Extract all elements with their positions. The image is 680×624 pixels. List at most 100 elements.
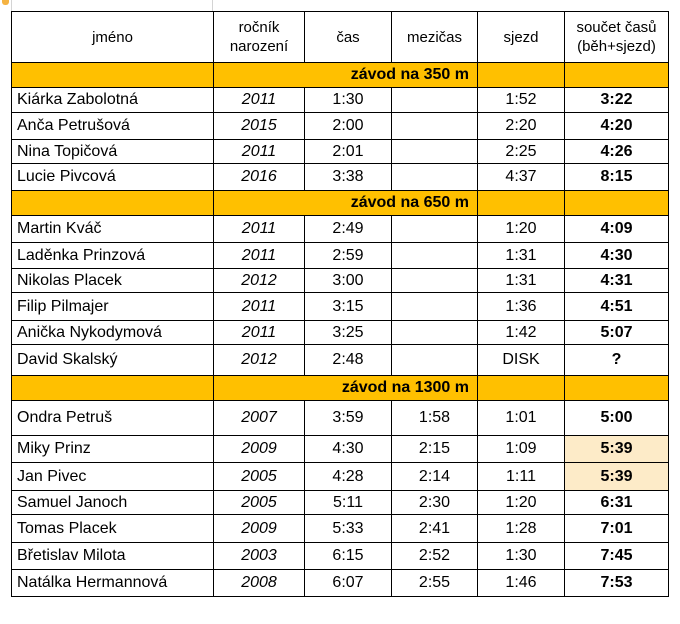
split-time[interactable] xyxy=(391,112,478,140)
descent-time[interactable]: 2:25 xyxy=(477,139,565,164)
descent-time[interactable]: 1:01 xyxy=(477,400,565,436)
racer-name[interactable]: Natálka Hermannová xyxy=(11,569,214,597)
descent-time[interactable]: 1:46 xyxy=(477,569,565,597)
run-time[interactable]: 3:59 xyxy=(304,400,392,436)
descent-time[interactable]: 1:28 xyxy=(477,514,565,543)
racer-name[interactable]: Tomas Placek xyxy=(11,514,214,543)
header-birth-year[interactable]: ročník narození xyxy=(213,11,305,63)
run-time[interactable]: 3:15 xyxy=(304,292,392,321)
descent-time[interactable]: 1:31 xyxy=(477,268,565,293)
descent-time[interactable]: 4:37 xyxy=(477,163,565,191)
section-blank-cell[interactable] xyxy=(564,375,669,401)
run-time[interactable]: 6:07 xyxy=(304,569,392,597)
run-time[interactable]: 3:25 xyxy=(304,320,392,345)
section-title[interactable]: závod na 650 m xyxy=(213,190,478,216)
run-time[interactable]: 1:30 xyxy=(304,87,392,113)
header-descent[interactable]: sjezd xyxy=(477,11,565,63)
total-time[interactable]: 7:45 xyxy=(564,542,669,570)
total-time[interactable]: 5:39 xyxy=(564,435,669,463)
section-blank-cell[interactable] xyxy=(564,62,669,88)
split-time[interactable]: 2:41 xyxy=(391,514,478,543)
racer-name[interactable]: Kiárka Zabolotná xyxy=(11,87,214,113)
split-time[interactable] xyxy=(391,344,478,376)
section-blank-cell[interactable] xyxy=(11,62,214,88)
racer-name[interactable]: Filip Pilmajer xyxy=(11,292,214,321)
split-time[interactable]: 2:52 xyxy=(391,542,478,570)
run-time[interactable]: 3:00 xyxy=(304,268,392,293)
total-time[interactable]: 5:00 xyxy=(564,400,669,436)
section-title[interactable]: závod na 1300 m xyxy=(213,375,478,401)
total-time[interactable]: 4:31 xyxy=(564,268,669,293)
split-time[interactable] xyxy=(391,268,478,293)
total-time[interactable]: 5:07 xyxy=(564,320,669,345)
birth-year[interactable]: 2011 xyxy=(213,242,305,269)
section-blank-cell[interactable] xyxy=(564,190,669,216)
racer-name[interactable]: Martin Kváč xyxy=(11,215,214,243)
descent-time[interactable]: 1:36 xyxy=(477,292,565,321)
birth-year[interactable]: 2011 xyxy=(213,292,305,321)
run-time[interactable]: 5:33 xyxy=(304,514,392,543)
descent-time[interactable]: 1:31 xyxy=(477,242,565,269)
run-time[interactable]: 3:38 xyxy=(304,163,392,191)
descent-time[interactable]: 1:42 xyxy=(477,320,565,345)
run-time[interactable]: 2:01 xyxy=(304,139,392,164)
racer-name[interactable]: Laděnka Prinzová xyxy=(11,242,214,269)
birth-year[interactable]: 2015 xyxy=(213,112,305,140)
birth-year[interactable]: 2011 xyxy=(213,320,305,345)
total-time[interactable]: 4:26 xyxy=(564,139,669,164)
descent-time[interactable]: 1:11 xyxy=(477,462,565,491)
split-time[interactable]: 2:30 xyxy=(391,490,478,515)
run-time[interactable]: 2:48 xyxy=(304,344,392,376)
section-blank-cell[interactable] xyxy=(11,190,214,216)
total-time[interactable]: 4:20 xyxy=(564,112,669,140)
birth-year[interactable]: 2009 xyxy=(213,514,305,543)
total-time[interactable]: 3:22 xyxy=(564,87,669,113)
header-total[interactable]: součet časů (běh+sjezd) xyxy=(564,11,669,63)
birth-year[interactable]: 2011 xyxy=(213,139,305,164)
run-time[interactable]: 6:15 xyxy=(304,542,392,570)
birth-year[interactable]: 2003 xyxy=(213,542,305,570)
split-time[interactable]: 2:55 xyxy=(391,569,478,597)
header-split[interactable]: mezičas xyxy=(391,11,478,63)
birth-year[interactable]: 2009 xyxy=(213,435,305,463)
racer-name[interactable]: Anča Petrušová xyxy=(11,112,214,140)
split-time[interactable]: 2:14 xyxy=(391,462,478,491)
split-time[interactable] xyxy=(391,163,478,191)
section-blank-cell[interactable] xyxy=(11,375,214,401)
total-time[interactable]: 4:30 xyxy=(564,242,669,269)
birth-year[interactable]: 2016 xyxy=(213,163,305,191)
descent-time[interactable]: 1:52 xyxy=(477,87,565,113)
birth-year[interactable]: 2011 xyxy=(213,215,305,243)
birth-year[interactable]: 2007 xyxy=(213,400,305,436)
birth-year[interactable]: 2005 xyxy=(213,462,305,491)
split-time[interactable] xyxy=(391,215,478,243)
racer-name[interactable]: Břetislav Milota xyxy=(11,542,214,570)
total-time[interactable]: 6:31 xyxy=(564,490,669,515)
run-time[interactable]: 4:28 xyxy=(304,462,392,491)
split-time[interactable] xyxy=(391,87,478,113)
racer-name[interactable]: Miky Prinz xyxy=(11,435,214,463)
total-time[interactable]: 7:01 xyxy=(564,514,669,543)
split-time[interactable]: 1:58 xyxy=(391,400,478,436)
descent-time[interactable]: 1:09 xyxy=(477,435,565,463)
racer-name[interactable]: Nikolas Placek xyxy=(11,268,214,293)
birth-year[interactable]: 2011 xyxy=(213,87,305,113)
run-time[interactable]: 5:11 xyxy=(304,490,392,515)
racer-name[interactable]: Samuel Janoch xyxy=(11,490,214,515)
run-time[interactable]: 2:59 xyxy=(304,242,392,269)
split-time[interactable]: 2:15 xyxy=(391,435,478,463)
split-time[interactable] xyxy=(391,139,478,164)
total-time[interactable]: 7:53 xyxy=(564,569,669,597)
total-time[interactable]: 8:15 xyxy=(564,163,669,191)
racer-name[interactable]: Ondra Petruš xyxy=(11,400,214,436)
total-time[interactable]: 4:51 xyxy=(564,292,669,321)
descent-time[interactable]: 1:20 xyxy=(477,215,565,243)
run-time[interactable]: 2:49 xyxy=(304,215,392,243)
header-name[interactable]: jméno xyxy=(11,11,214,63)
split-time[interactable] xyxy=(391,320,478,345)
descent-time[interactable]: 1:20 xyxy=(477,490,565,515)
total-time[interactable]: 4:09 xyxy=(564,215,669,243)
racer-name[interactable]: David Skalský xyxy=(11,344,214,376)
section-blank-cell[interactable] xyxy=(477,190,565,216)
section-title[interactable]: závod na 350 m xyxy=(213,62,478,88)
